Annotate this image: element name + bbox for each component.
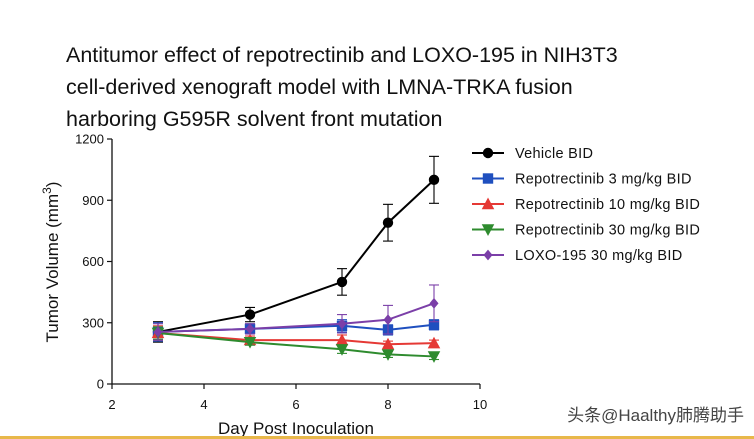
legend-triangle-down-marker	[481, 224, 495, 236]
legend-item: Vehicle BID	[472, 146, 593, 162]
legend: Vehicle BID Repotrectinib 3 mg/kg BID Repo…	[472, 146, 700, 264]
data-point-circle-marker	[244, 309, 256, 320]
y-tick-label: 300	[82, 315, 104, 330]
chart-title-line-1: Antitumor effect of repotrectinib and LO…	[66, 43, 618, 67]
data-point-triangle-down-marker	[381, 349, 395, 361]
legend-label: LOXO-195 30 mg/kg BID	[515, 248, 683, 264]
legend-label: Vehicle BID	[515, 146, 593, 162]
x-axis-ticks: 2 4 6 8 10	[108, 384, 487, 412]
legend-square-marker	[482, 173, 494, 184]
series-5	[153, 284, 439, 341]
data-point-diamond-marker	[337, 318, 347, 330]
legend-item: LOXO-195 30 mg/kg BID	[472, 248, 683, 264]
legend-label: Repotrectinib 10 mg/kg BID	[515, 197, 700, 213]
chart-title-line-3: harboring G595R solvent front mutation	[66, 107, 442, 131]
y-tick-label: 600	[82, 254, 104, 269]
data-point-circle-marker	[428, 174, 440, 186]
data-point-triangle-down-marker	[335, 344, 349, 356]
series-1	[152, 155, 440, 343]
axes: 0 300 600 900 1200 2 4 6 8 10	[75, 132, 487, 413]
legend-triangle-marker	[481, 197, 495, 210]
x-tick-label: 8	[384, 397, 391, 412]
data-point-triangle-marker	[427, 336, 441, 349]
legend-item: Repotrectinib 30 mg/kg BID	[472, 223, 700, 239]
y-tick-label: 900	[82, 193, 104, 208]
legend-label: Repotrectinib 3 mg/kg BID	[515, 172, 692, 188]
x-axis-title: Day Post Inoculation	[218, 419, 374, 438]
data-point-triangle-down-marker	[427, 351, 441, 363]
x-tick-label: 6	[292, 397, 299, 412]
data-point-circle-marker	[336, 276, 348, 288]
data-point-diamond-marker	[429, 297, 439, 309]
legend-diamond-marker	[483, 249, 493, 261]
legend-item: Repotrectinib 10 mg/kg BID	[472, 197, 700, 213]
data-point-diamond-marker	[153, 326, 163, 338]
data-point-triangle-marker	[381, 337, 395, 350]
data-point-circle-marker	[382, 217, 394, 228]
legend-item: Repotrectinib 3 mg/kg BID	[472, 172, 692, 188]
data-point-diamond-marker	[245, 323, 255, 335]
x-tick-label: 10	[473, 397, 487, 412]
data-point-triangle-down-marker	[243, 336, 257, 349]
legend-label: Repotrectinib 30 mg/kg BID	[515, 223, 700, 239]
y-tick-label: 1200	[75, 132, 104, 147]
x-tick-label: 2	[108, 397, 115, 412]
chart-title: Antitumor effect of repotrectinib and LO…	[66, 43, 618, 131]
plot-series	[151, 155, 441, 363]
bottom-accent-bar	[0, 436, 754, 439]
watermark: 头条@Haalthy肺腾助手	[567, 406, 744, 425]
y-tick-label: 0	[97, 377, 104, 392]
y-axis-title: Tumor Volume (mm3)	[40, 182, 62, 343]
y-axis-ticks: 0 300 600 900 1200	[75, 132, 112, 392]
x-tick-label: 4	[200, 397, 207, 412]
series-line	[157, 179, 435, 333]
chart-title-line-2: cell-derived xenograft model with LMNA-T…	[66, 75, 573, 99]
legend-circle-marker	[482, 147, 494, 159]
data-point-diamond-marker	[383, 314, 393, 326]
